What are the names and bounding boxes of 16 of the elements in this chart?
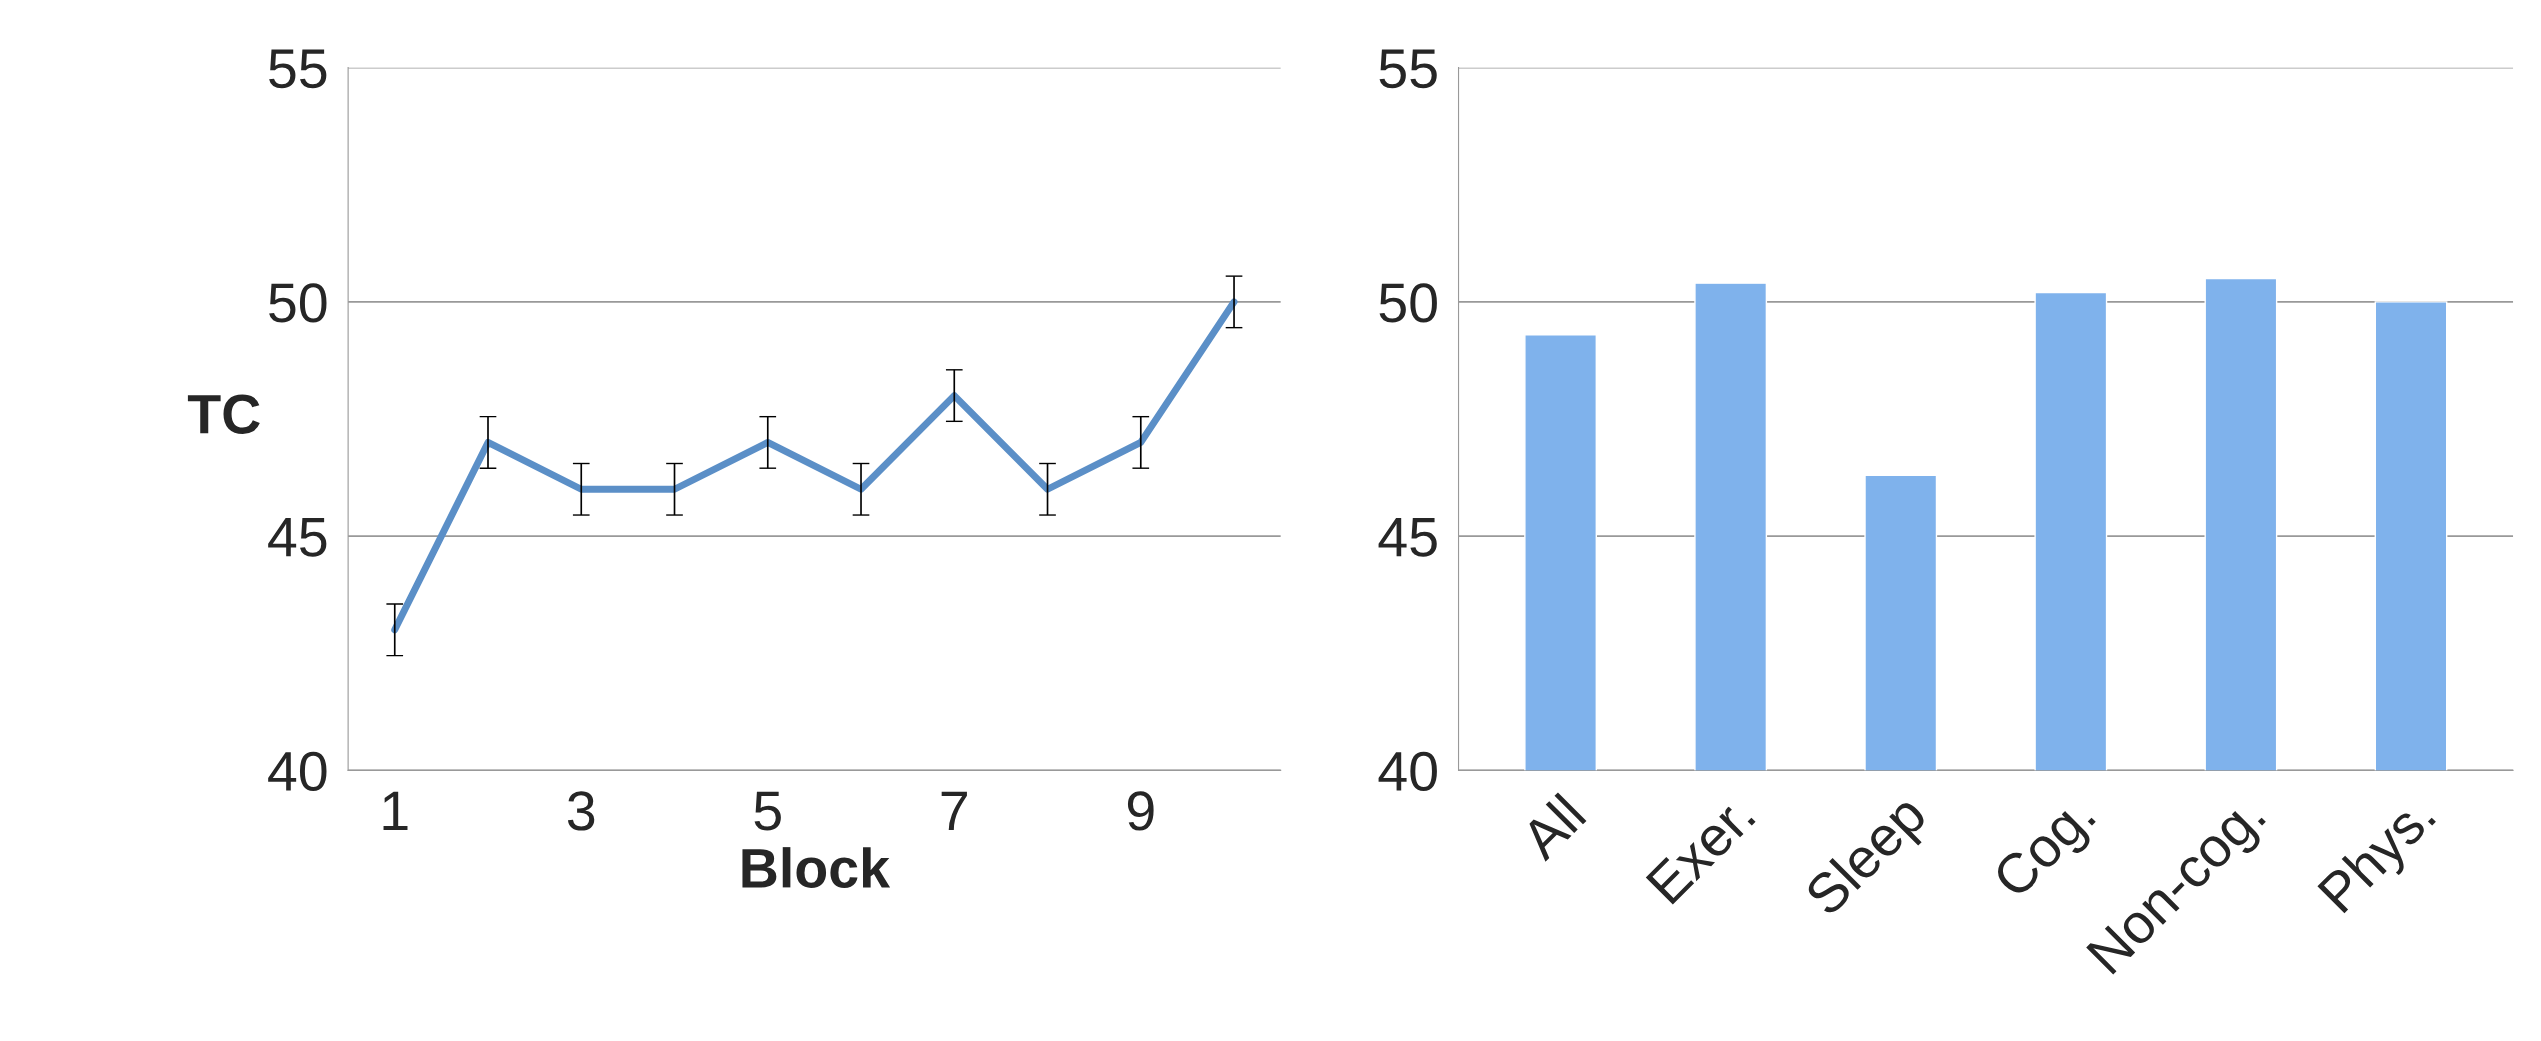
y-axis-title: TC: [187, 394, 260, 434]
y-tick-label: 50: [1379, 283, 1437, 323]
x-tick-label: 5: [754, 791, 781, 831]
x-tick-label: 7: [941, 791, 967, 831]
x-tick-label: 9: [1127, 791, 1154, 831]
y-tick-label: 50: [269, 283, 327, 323]
y-tick-label: 40: [268, 751, 327, 792]
y-tick-label: 55: [1379, 49, 1437, 89]
y-tick-label: 55: [269, 49, 327, 89]
y-tick-label: 45: [268, 518, 327, 557]
x-tick-label: All: [1517, 792, 1587, 862]
x-tick-label: 3: [567, 791, 595, 831]
x-axis-title: Block: [742, 847, 891, 888]
y-tick-label: 40: [1378, 751, 1437, 792]
y-tick-label: 45: [1378, 518, 1437, 557]
x-tick-label: 1: [383, 791, 408, 831]
